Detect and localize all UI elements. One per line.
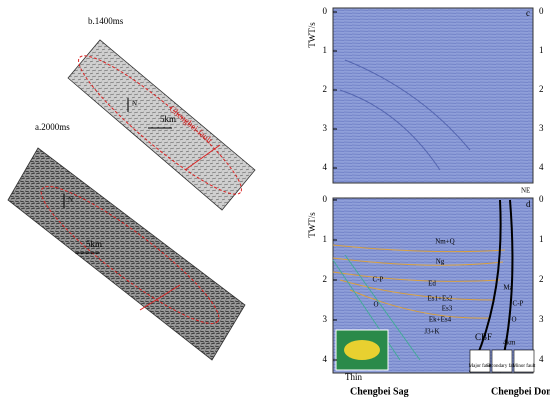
- panel-a: a.2000ms N 5km: [7, 122, 246, 361]
- direction: NE: [521, 187, 530, 195]
- legend-box: [491, 349, 513, 373]
- tick-label: 2: [323, 274, 328, 284]
- seismic-section: [332, 7, 534, 184]
- thin-label: Thin: [345, 372, 362, 382]
- unit-label: O: [373, 301, 378, 309]
- panel-b: b.1400ms Chengbei fault N 5km: [67, 16, 256, 211]
- scale: 4km: [503, 339, 516, 347]
- dome-label: Chengbei Dome: [491, 386, 550, 397]
- tick-label: 0: [323, 6, 328, 16]
- unit-label: Ng: [436, 258, 445, 266]
- axis-title: TWT/s: [307, 212, 317, 238]
- unit-label: J3+K: [424, 328, 439, 336]
- legend-label: Secondary fault: [486, 364, 518, 369]
- north: N: [68, 196, 73, 204]
- tick-label: 0: [323, 194, 328, 204]
- panel-label: d: [526, 199, 531, 209]
- horizon: [332, 244, 506, 319]
- panel-d: TWT/s d CBF 4km Thin Chengbei Sag Chengb…: [307, 197, 550, 397]
- tick-label: 1: [539, 234, 544, 244]
- unit-label: Ek+Es4: [429, 316, 452, 324]
- legend-box: [469, 349, 491, 373]
- tick-label: 3: [539, 123, 544, 133]
- panel-label: a.2000ms: [35, 122, 70, 132]
- unit-label: Es3: [442, 305, 453, 313]
- tick-label: 1: [323, 45, 328, 55]
- unit-label: Es1+Es2: [428, 295, 453, 303]
- attribute-map: [67, 39, 256, 211]
- reflector: [339, 59, 471, 171]
- tick-label: 2: [323, 84, 328, 94]
- panel-c: TWT/s c: [307, 7, 534, 184]
- inset-map: [344, 340, 380, 360]
- legend-box: [513, 349, 535, 373]
- tick-label: 4: [539, 162, 544, 172]
- fault-zone: [78, 55, 242, 195]
- unit-label: C-P: [513, 300, 524, 308]
- panel-label: c: [526, 8, 530, 18]
- unit-label: O: [511, 316, 516, 324]
- axis-title: TWT/s: [307, 22, 317, 48]
- unit-label: Ed: [428, 280, 436, 288]
- section-line: [139, 284, 181, 311]
- tick-label: 3: [539, 314, 544, 324]
- tick-label: 4: [323, 162, 328, 172]
- sag-label: Chengbei Sag: [350, 386, 409, 397]
- legend-label: Major fault: [469, 364, 492, 369]
- scale: 5km: [160, 114, 176, 124]
- tick-label: 1: [323, 234, 328, 244]
- tick-label: 0: [539, 194, 544, 204]
- section-line: [184, 144, 221, 171]
- fault-label: CBF: [475, 332, 492, 342]
- tick-label: 0: [539, 6, 544, 16]
- fault-zone: [40, 186, 220, 324]
- tick-label: 2: [539, 274, 544, 284]
- panel-label: b.1400ms: [88, 16, 124, 26]
- tick-label: 3: [323, 314, 328, 324]
- tick-label: 2: [539, 84, 544, 94]
- legend-label: Minor fault: [513, 364, 537, 369]
- horizon: [332, 254, 421, 361]
- tick-label: 3: [323, 123, 328, 133]
- unit-label: Mz: [503, 284, 512, 292]
- tick-label: 4: [539, 354, 544, 364]
- scale: 5km: [86, 239, 102, 249]
- north: N: [132, 100, 137, 108]
- tick-label: 4: [323, 354, 328, 364]
- tick-label: 1: [539, 45, 544, 55]
- unit-label: Nm+Q: [435, 238, 455, 246]
- attribute-map: [7, 147, 246, 361]
- unit-label: C-P: [373, 276, 384, 284]
